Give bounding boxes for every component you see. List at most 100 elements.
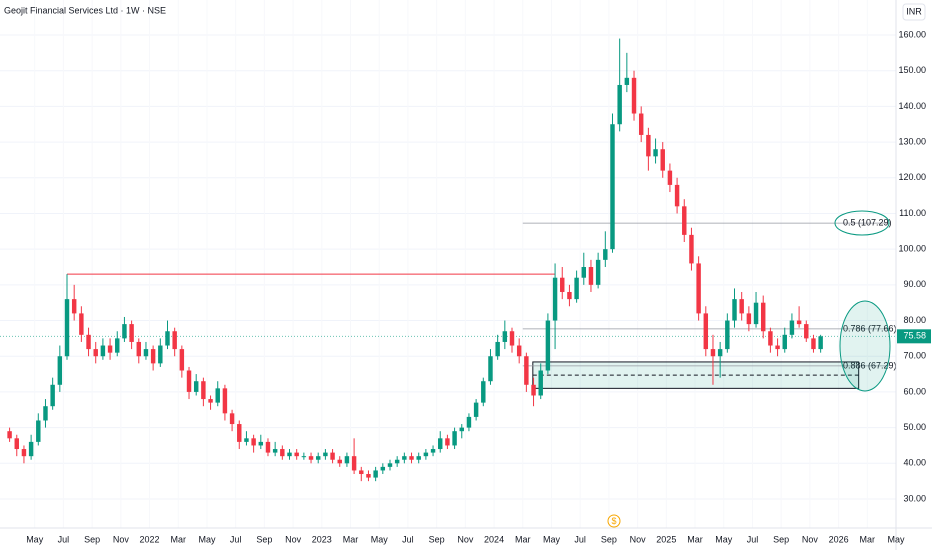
candle-body xyxy=(43,406,48,421)
candle-body xyxy=(122,324,127,339)
candle-body xyxy=(323,452,328,457)
x-tick-label: Jul xyxy=(574,534,586,544)
candle-body xyxy=(344,456,350,464)
x-tick-label: Sep xyxy=(256,534,272,544)
candle-body xyxy=(402,456,407,460)
candle-body xyxy=(768,331,773,346)
x-tick-label: Nov xyxy=(802,534,819,544)
y-tick-label: 130.00 xyxy=(898,136,926,146)
candle-body xyxy=(531,384,536,396)
last-price-box xyxy=(897,329,931,344)
candle-body xyxy=(280,449,285,457)
candle-body xyxy=(86,334,91,350)
x-tick-label: Sep xyxy=(429,534,445,544)
x-tick-label: May xyxy=(198,534,216,544)
candle-body xyxy=(603,249,608,260)
candle-body xyxy=(804,324,809,339)
candle-body xyxy=(330,452,335,460)
candle-body xyxy=(574,277,579,300)
candle-body xyxy=(79,313,84,335)
candle-body xyxy=(165,331,170,346)
candle-body xyxy=(710,349,716,357)
y-tick-label: 100.00 xyxy=(898,244,926,254)
candle-body xyxy=(818,336,823,350)
y-tick-label: 30.00 xyxy=(903,493,926,503)
candle-body xyxy=(811,338,816,350)
highlight-ellipse xyxy=(834,210,890,236)
candle-body xyxy=(251,438,256,446)
x-tick-label: 2026 xyxy=(829,534,849,544)
currency-box[interactable] xyxy=(902,3,926,21)
candle-body xyxy=(438,438,443,450)
candle-body xyxy=(667,170,673,185)
candle-body xyxy=(760,302,766,332)
candle-body xyxy=(359,470,364,475)
last-price-label: 75.58 xyxy=(903,331,926,341)
x-tick-label: Mar xyxy=(515,534,531,544)
candle-body xyxy=(201,381,206,400)
candle-body xyxy=(753,302,759,325)
candle-body xyxy=(7,431,12,439)
candle-body xyxy=(301,456,307,458)
currency-label[interactable]: INR xyxy=(906,6,922,16)
y-tick-label: 120.00 xyxy=(898,172,926,182)
y-tick-label: 80.00 xyxy=(903,315,926,325)
x-tick-label: Jul xyxy=(58,534,70,544)
candle-body xyxy=(237,424,242,442)
x-tick-label: May xyxy=(371,534,389,544)
candle-body xyxy=(71,299,77,314)
candle-body xyxy=(682,206,687,235)
candle-body xyxy=(775,345,780,350)
candle-body xyxy=(215,388,220,403)
dividend-label[interactable]: $ xyxy=(611,516,616,526)
x-tick-label: Jul xyxy=(230,534,242,544)
candle-body xyxy=(638,113,644,135)
candle-body xyxy=(660,149,665,171)
x-tick-label: May xyxy=(887,534,905,544)
candle-body xyxy=(229,413,235,425)
candle-body xyxy=(409,456,414,460)
candle-body xyxy=(423,452,429,457)
candle-body xyxy=(186,370,192,392)
candle-body xyxy=(100,345,106,357)
candle-body xyxy=(337,459,342,464)
candle-body xyxy=(28,441,34,457)
candle-body xyxy=(244,438,249,442)
candle-body xyxy=(50,384,55,407)
candle-body xyxy=(430,449,436,453)
candle-body xyxy=(445,438,450,446)
x-tick-label: May xyxy=(715,534,733,544)
candle-body xyxy=(143,349,149,357)
candle-body xyxy=(21,449,27,457)
candle-body xyxy=(689,234,694,264)
y-tick-label: 140.00 xyxy=(898,101,926,111)
candle-body xyxy=(136,341,142,357)
candle-body xyxy=(64,299,70,357)
drawings: 0.5 (107.29) 0.786 (77.66) 0.886 (67.29) xyxy=(0,218,897,389)
candle-body xyxy=(516,345,522,357)
candle-body xyxy=(524,356,529,385)
candle-body xyxy=(287,452,292,457)
dividend-icon[interactable] xyxy=(607,514,621,528)
y-tick-label: 40.00 xyxy=(903,458,926,468)
candle-body xyxy=(387,463,393,467)
candle-body xyxy=(93,349,98,357)
candle-body xyxy=(631,77,637,114)
x-tick-label: Jul xyxy=(747,534,759,544)
candle-body xyxy=(272,449,278,453)
y-tick-label: 70.00 xyxy=(903,351,926,361)
candle-body xyxy=(782,334,787,350)
y-tick-label: 160.00 xyxy=(898,29,926,39)
candle-body xyxy=(294,452,299,457)
x-tick-label: Mar xyxy=(343,534,359,544)
candle-body xyxy=(14,438,19,450)
x-tick-label: 2023 xyxy=(312,534,332,544)
candle-body xyxy=(789,320,795,335)
x-tick-label: Jul xyxy=(402,534,414,544)
candle-body xyxy=(222,388,228,414)
y-tick-label: 50.00 xyxy=(903,422,926,432)
candle-body xyxy=(624,77,630,85)
candle-body xyxy=(488,356,493,382)
